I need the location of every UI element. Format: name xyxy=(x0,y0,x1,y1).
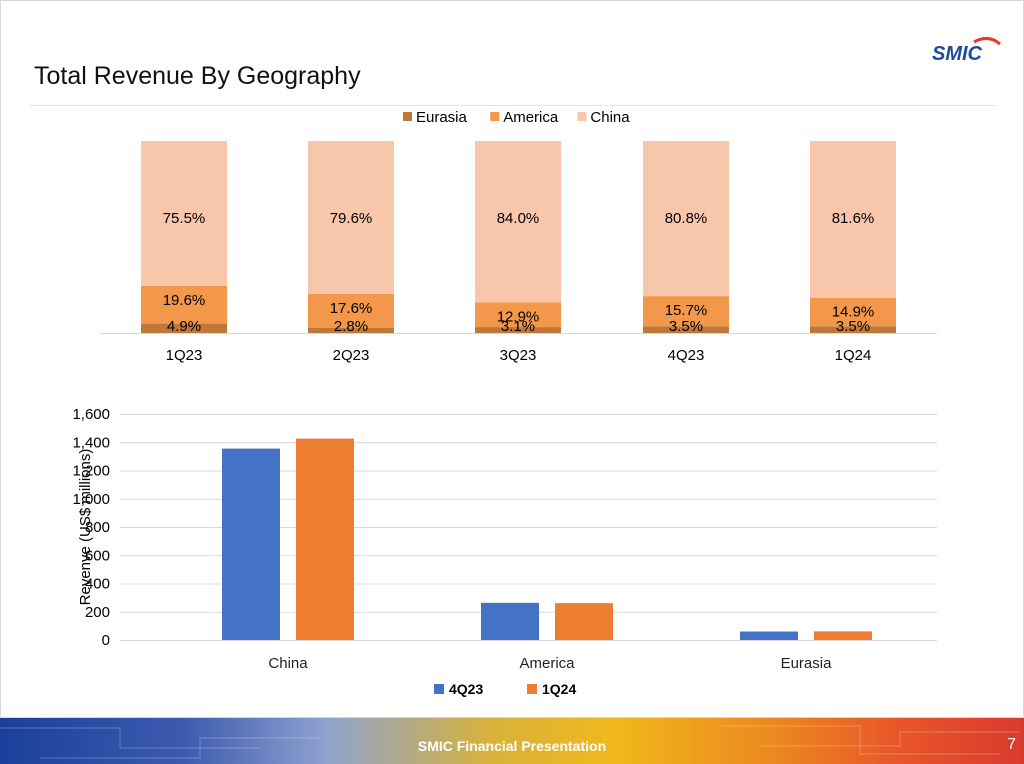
bar-1Q24-china xyxy=(296,438,354,640)
x-tick-label-america: America xyxy=(519,655,575,672)
bar-china-2Q23 xyxy=(308,141,394,294)
bar-eurasia-3Q23 xyxy=(475,327,561,333)
y-tick-label-0: 0 xyxy=(102,632,110,649)
logo-swoosh xyxy=(973,37,1001,46)
bar-america-2Q23 xyxy=(308,293,394,328)
bar-4Q23-china xyxy=(222,448,280,640)
x-tick-label-china: China xyxy=(268,655,308,672)
x-tick-label-1Q23: 1Q23 xyxy=(166,347,203,364)
data-label-china-1Q23: 75.5% xyxy=(163,210,206,227)
bar-america-1Q24 xyxy=(810,297,896,327)
bar-4Q23-america xyxy=(481,602,539,640)
data-label-china-4Q23: 80.8% xyxy=(665,210,708,227)
y-tick-label-800: 800 xyxy=(85,519,110,536)
legend-swatch-1Q24 xyxy=(527,684,537,694)
bar-america-4Q23 xyxy=(643,296,729,327)
y-tick-label-1200: 1,200 xyxy=(72,463,110,480)
data-label-china-2Q23: 79.6% xyxy=(330,210,373,227)
data-label-eurasia-1Q24: 3.5% xyxy=(836,318,870,335)
bar-eurasia-4Q23 xyxy=(643,326,729,333)
x-tick-label-eurasia: Eurasia xyxy=(781,655,833,672)
legend-label-eurasia: Eurasia xyxy=(416,109,468,126)
bar-1Q24-eurasia xyxy=(814,631,872,640)
legend-swatch-4Q23 xyxy=(434,684,444,694)
y-tick-label-1000: 1,000 xyxy=(72,491,110,508)
data-label-china-1Q24: 81.6% xyxy=(832,210,875,227)
data-label-eurasia-1Q23: 4.9% xyxy=(167,318,201,335)
y-tick-label-200: 200 xyxy=(85,604,110,621)
x-tick-label-4Q23: 4Q23 xyxy=(668,347,705,364)
data-label-america-1Q24: 14.9% xyxy=(832,304,875,321)
footer-pattern xyxy=(0,725,1020,759)
y-tick-label-1600: 1,600 xyxy=(72,406,110,423)
footer-title: SMIC Financial Presentation xyxy=(417,738,607,754)
data-label-eurasia-2Q23: 2.8% xyxy=(334,318,368,335)
y-axis-label: Revenve (US$ millions) xyxy=(77,449,94,606)
y-tick-label-600: 600 xyxy=(85,547,110,564)
bar-eurasia-1Q23 xyxy=(141,323,227,333)
data-label-america-4Q23: 15.7% xyxy=(665,302,708,319)
data-label-eurasia-3Q23: 3.1% xyxy=(501,318,535,335)
x-tick-label-1Q24: 1Q24 xyxy=(835,347,872,364)
legend-swatch-eurasia xyxy=(403,112,412,121)
geography-revenue-chart: 0 200 400 600 800 1,000 1,200 1,400 1,600 Revenve… xyxy=(72,406,937,697)
legend-label-china: China xyxy=(590,109,630,126)
y-tick-label-1400: 1,400 xyxy=(72,434,110,451)
bar-1Q24-america xyxy=(555,603,613,640)
geography-share-chart: Eurasia America China 4.9% 19.6% 75.5% 1Q23 2.8… xyxy=(100,109,937,364)
title-divider xyxy=(30,105,996,106)
legend-label-america: America xyxy=(503,109,559,126)
footer-banner: SMIC Financial Presentation 7 xyxy=(0,718,1024,764)
bar-america-3Q23 xyxy=(475,302,561,328)
y-tick-label-400: 400 xyxy=(85,576,110,593)
bar-america-1Q23 xyxy=(141,285,227,324)
legend-label-1Q24: 1Q24 xyxy=(542,681,576,697)
legend-swatch-america xyxy=(490,112,500,121)
bar-china-4Q23 xyxy=(643,141,729,297)
legend-label-4Q23: 4Q23 xyxy=(449,681,483,697)
bar-eurasia-2Q23 xyxy=(308,327,394,333)
data-label-eurasia-4Q23: 3.5% xyxy=(669,318,703,335)
smic-logo: SMIC xyxy=(932,37,1001,65)
slide-title: Total Revenue By Geography xyxy=(34,62,361,90)
page-number: 7 xyxy=(1007,736,1016,753)
data-label-america-2Q23: 17.6% xyxy=(330,300,373,317)
bar-china-1Q23 xyxy=(141,141,227,286)
bar-china-3Q23 xyxy=(475,141,561,303)
data-label-china-3Q23: 84.0% xyxy=(497,210,540,227)
data-label-america-3Q23: 12.9% xyxy=(497,308,540,325)
bar-4Q23-eurasia xyxy=(740,631,798,640)
x-tick-label-2Q23: 2Q23 xyxy=(333,347,370,364)
legend-swatch-china xyxy=(577,112,587,121)
bar-china-1Q24 xyxy=(810,141,896,298)
x-tick-label-3Q23: 3Q23 xyxy=(500,347,537,364)
data-label-america-1Q23: 19.6% xyxy=(163,292,206,309)
logo-text: SMIC xyxy=(932,43,983,65)
bar-eurasia-1Q24 xyxy=(810,326,896,333)
